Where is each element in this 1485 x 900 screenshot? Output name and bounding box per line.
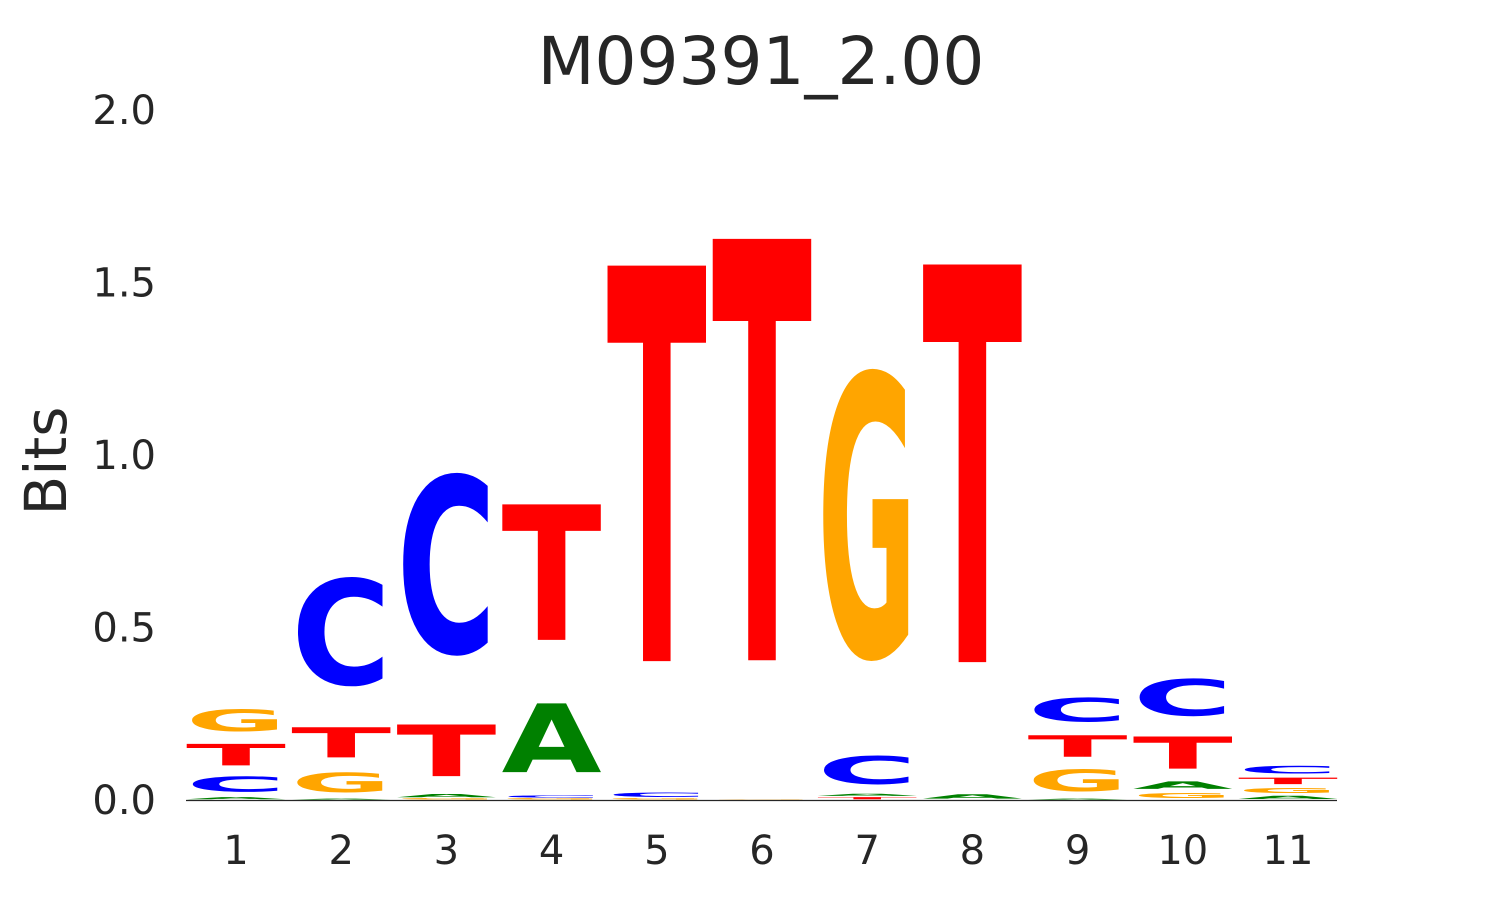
x-tick-label: 8	[960, 828, 985, 874]
logo-letter-g: G	[1028, 764, 1128, 798]
x-tick-label: 11	[1263, 828, 1314, 874]
y-tick-label: 0.5	[92, 606, 156, 652]
logo-letter-g: G	[1238, 786, 1338, 795]
x-tick-label: 10	[1157, 828, 1208, 874]
logo-letter-c: C	[607, 791, 707, 798]
y-axis-label: Bits	[12, 407, 80, 516]
logo-letter-g: G	[712, 799, 812, 800]
y-axis-ticks: 0.0 0.5 1.0 1.5 2.0	[92, 88, 156, 824]
x-tick-label: 4	[539, 828, 564, 874]
logo-letter-c: C	[186, 773, 286, 797]
logo-letter-t: T	[712, 126, 813, 798]
logo-letter-c: C	[502, 795, 602, 798]
logo-letter-a: A	[186, 797, 286, 800]
x-tick-label: 2	[328, 828, 353, 874]
logo-letter-a: A	[396, 793, 496, 798]
logo-letter-t: T	[396, 711, 496, 793]
logo-letter-g: G	[502, 798, 602, 800]
logo-letter-t: T	[1238, 776, 1338, 786]
chart-title: M09391_2.00	[538, 23, 985, 100]
logo-letter-t: T	[186, 738, 286, 772]
y-tick-label: 0.0	[92, 778, 156, 824]
logo-letter-g: G	[396, 798, 496, 800]
logo-letter-c: C	[1028, 692, 1128, 730]
logo-letter-g: G	[186, 704, 286, 738]
logo-letter-a: A	[1028, 798, 1128, 800]
x-tick-label: 3	[434, 828, 459, 874]
logo-letter-c: C	[291, 552, 391, 720]
logo-letter-t: T	[607, 157, 708, 789]
logo-letter-c: C	[396, 429, 496, 710]
logo-letter-a: A	[1238, 795, 1338, 800]
logo-letter-c: C	[817, 748, 917, 793]
logo-letter-c: C	[1133, 670, 1233, 728]
logo-letter-g: G	[607, 798, 707, 800]
logo-letter-g: G	[1133, 791, 1233, 800]
logo-letter-t: T	[922, 157, 1023, 792]
y-tick-label: 2.0	[92, 88, 156, 134]
x-tick-label: 9	[1065, 828, 1090, 874]
logo-letter-a: A	[817, 793, 917, 796]
logo-letter-t: T	[817, 797, 917, 800]
y-tick-label: 1.5	[92, 261, 156, 307]
logo-letter-c: C	[1238, 764, 1338, 776]
logo-letter-a: A	[502, 685, 602, 795]
logo-letter-t: T	[1133, 728, 1233, 779]
logo-letter-t: T	[291, 719, 391, 767]
x-tick-label: 5	[644, 828, 669, 874]
logo-letter-g: G	[291, 767, 391, 798]
logo-letter-t: T	[1028, 729, 1128, 763]
x-axis-ticks: 1 2 3 4 5 6 7 8 9 10 11	[223, 828, 1313, 874]
logo-letter-a: A	[291, 798, 391, 800]
x-tick-label: 6	[749, 828, 774, 874]
logo-letter-t: T	[502, 469, 602, 684]
y-tick-label: 1.0	[92, 433, 156, 479]
logo-letter-g: G	[817, 297, 917, 747]
logo-letter-a: A	[1133, 779, 1233, 791]
x-tick-label: 7	[854, 828, 879, 874]
logo-letter-a: A	[922, 793, 1022, 800]
x-tick-label: 1	[223, 828, 248, 874]
